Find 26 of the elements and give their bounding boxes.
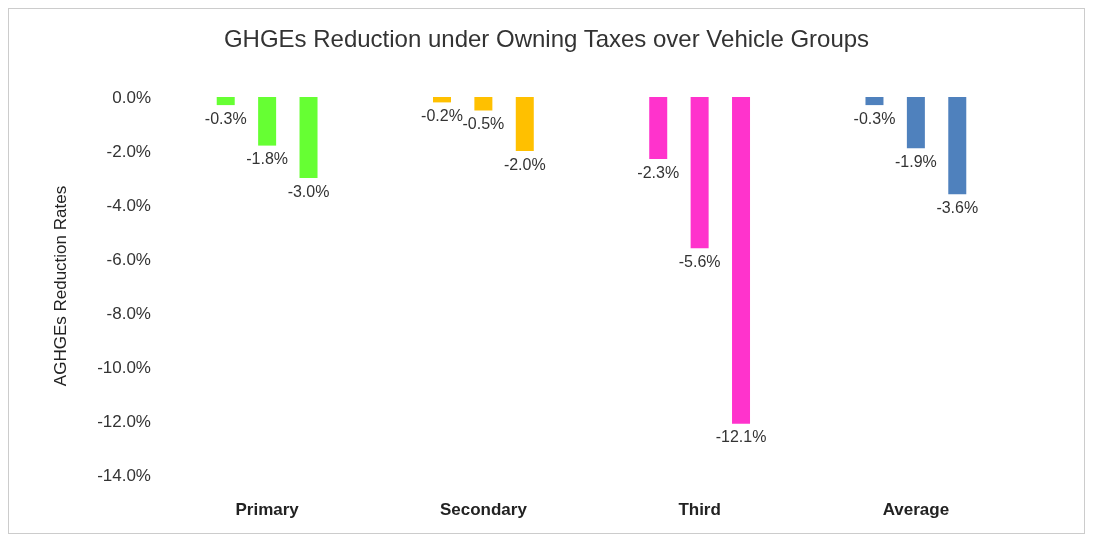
data-label: -1.9%	[894, 152, 937, 170]
data-label: -12.1%	[715, 428, 767, 446]
y-tick-label: 0.0%	[112, 87, 151, 107]
data-label: -3.6%	[936, 198, 979, 216]
y-tick-label: -4.0%	[106, 195, 151, 215]
y-tick-label: -12.0%	[97, 411, 151, 431]
y-tick-label: -2.0%	[106, 141, 151, 161]
y-axis-title: AGHGEs Reduction Rates	[51, 185, 70, 387]
data-label: -2.0%	[503, 155, 546, 173]
x-tick-label: Third	[678, 500, 721, 519]
data-label: -0.2%	[421, 106, 463, 124]
x-tick-label: Secondary	[439, 500, 528, 519]
data-label: -3.0%	[287, 182, 330, 200]
y-tick-label: -10.0%	[97, 357, 151, 377]
data-label: -5.6%	[678, 252, 721, 270]
y-tick-label: -14.0%	[97, 465, 151, 485]
data-label: -1.8%	[246, 150, 289, 168]
x-tick-label: Primary	[235, 500, 300, 519]
data-label: -0.3%	[853, 109, 896, 127]
data-label: -2.3%	[637, 163, 680, 181]
y-tick-label: -8.0%	[106, 303, 151, 323]
data-label: -0.5%	[462, 115, 505, 132]
y-tick-label: -6.0%	[106, 249, 151, 269]
x-tick-label: Average	[882, 500, 950, 519]
chart-title: GHGEs Reduction under Owning Taxes over Vehicle Groups	[223, 24, 870, 52]
data-label: -0.3%	[204, 109, 247, 127]
